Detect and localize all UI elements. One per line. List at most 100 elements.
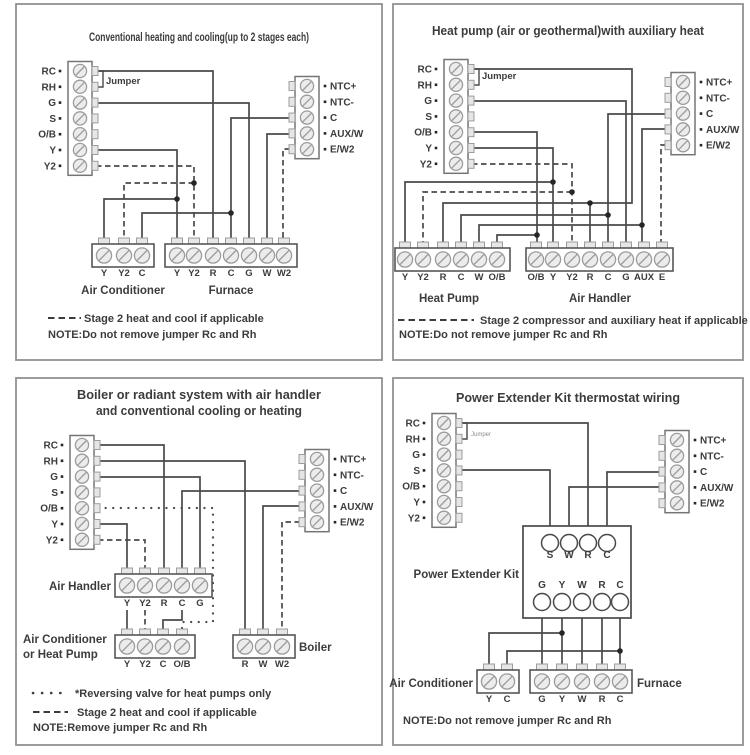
screw-slot	[656, 254, 668, 265]
screw-slot	[437, 254, 449, 265]
terminal-label: O/B	[38, 130, 56, 141]
screw-slot	[620, 254, 632, 265]
terminal-marker-dot	[58, 69, 62, 73]
panel-title: Boiler or radiant system with air handle…	[77, 387, 321, 402]
terminal-tab	[171, 237, 183, 245]
jumper-bracket	[472, 68, 480, 86]
terminal-marker-dot	[693, 486, 697, 489]
terminal-tab	[91, 145, 99, 155]
screw-slot	[302, 128, 312, 139]
terminal-label: Y2	[408, 513, 421, 524]
terminal-tab	[139, 628, 151, 636]
terminal-label: C	[139, 268, 146, 279]
jumper-label: Jumper	[106, 76, 141, 87]
screw-slot	[439, 465, 449, 476]
equipment-block: Y Y2 R C W O/B Heat Pump	[394, 241, 511, 305]
terminal-tab	[298, 485, 306, 496]
screw-slot	[75, 66, 85, 76]
screw-slot	[312, 517, 322, 528]
terminal-marker-dot	[323, 132, 327, 135]
screw-slot	[77, 455, 87, 466]
pek-terminal-label: C	[616, 580, 623, 591]
terminal-label: G	[424, 96, 432, 107]
junction-dot	[639, 222, 645, 228]
equipment-block: Y Y2 C Air Conditioner	[81, 237, 165, 297]
screw-slot	[602, 254, 614, 265]
wire	[98, 460, 246, 629]
terminal-tab	[467, 143, 475, 153]
terminal-tab	[121, 567, 133, 575]
terminal-label: Y	[559, 694, 566, 705]
terminal-tab	[566, 241, 578, 249]
terminal-tab	[467, 95, 475, 106]
terminal-tab	[664, 108, 672, 119]
terminal-marker-dot	[323, 100, 327, 104]
terminal-marker-dot	[58, 101, 62, 104]
note-text: NOTE:Do not remove jumper Rc and Rh	[48, 329, 257, 341]
jumper-bracket	[96, 70, 104, 88]
terminal-marker-dot	[422, 484, 426, 488]
thermostat-terminal-strip: RC RH GS O/B Y Y2	[38, 60, 99, 177]
terminal-label: R	[210, 268, 217, 279]
screw-slot	[439, 418, 449, 428]
junction-dot	[534, 232, 540, 238]
terminal-marker-dot	[323, 84, 327, 88]
terminal-tab	[455, 449, 463, 460]
block-name: Air Conditioner	[81, 285, 165, 297]
terminal-marker-dot	[699, 96, 703, 100]
terminal-label: Y2	[139, 659, 151, 670]
screw-slot	[678, 92, 688, 103]
terminal-tab	[483, 663, 495, 671]
screw-slot	[157, 641, 169, 652]
terminal-tab	[139, 567, 151, 575]
wire	[266, 133, 290, 238]
screw-slot	[672, 435, 682, 445]
terminal-label: Y	[174, 268, 181, 279]
block-name: Boiler	[299, 642, 332, 654]
terminal-tab	[188, 237, 200, 245]
terminal-tab	[93, 503, 101, 514]
terminal-label: Y2	[566, 272, 578, 283]
panel-title: Conventional heating and cooling(up to 2…	[89, 30, 309, 44]
terminal-label: RC	[418, 65, 432, 76]
terminal-label: C	[504, 694, 511, 705]
screw-slot	[176, 641, 188, 652]
block-name: Air Handler	[49, 581, 112, 593]
terminal-marker-dot	[333, 505, 337, 508]
terminal-label: NTC+	[706, 78, 733, 89]
screw-slot	[312, 501, 322, 512]
terminal-tab	[399, 241, 411, 249]
wire	[162, 610, 183, 629]
wire-reversing-dotted	[96, 506, 215, 631]
terminal-label: G	[196, 598, 203, 609]
terminal-label: G	[245, 268, 252, 279]
terminal-label: Y2	[188, 268, 200, 279]
terminal-tab	[276, 628, 288, 636]
terminal-tab	[243, 237, 255, 245]
terminal-label: AUX	[634, 272, 655, 283]
terminal-label: O/B	[414, 128, 432, 139]
terminal-tab	[157, 628, 169, 636]
terminal-label: NTC-	[340, 470, 364, 481]
terminal-tab	[91, 66, 99, 76]
screw-slot	[672, 482, 682, 493]
screw-slot	[121, 641, 133, 652]
screw-slot	[451, 127, 461, 138]
terminal-tab	[614, 663, 626, 671]
wire	[641, 128, 666, 242]
screw-slot	[312, 469, 322, 480]
screw-slot	[207, 250, 219, 261]
wire	[472, 131, 538, 242]
junction-dot	[550, 179, 556, 185]
terminal-tab	[656, 241, 668, 249]
terminal-tab	[467, 111, 475, 122]
terminal-label: E	[659, 272, 665, 283]
equipment-block: R W W2 Boiler	[232, 628, 332, 670]
legend-text: *Reversing valve for heat pumps only	[75, 688, 272, 700]
block-name: or Heat Pump	[23, 649, 98, 661]
terminal-tab	[91, 97, 99, 108]
block-name: Air Conditioner	[23, 634, 107, 646]
wire	[460, 422, 589, 535]
screw-slot	[302, 144, 312, 155]
